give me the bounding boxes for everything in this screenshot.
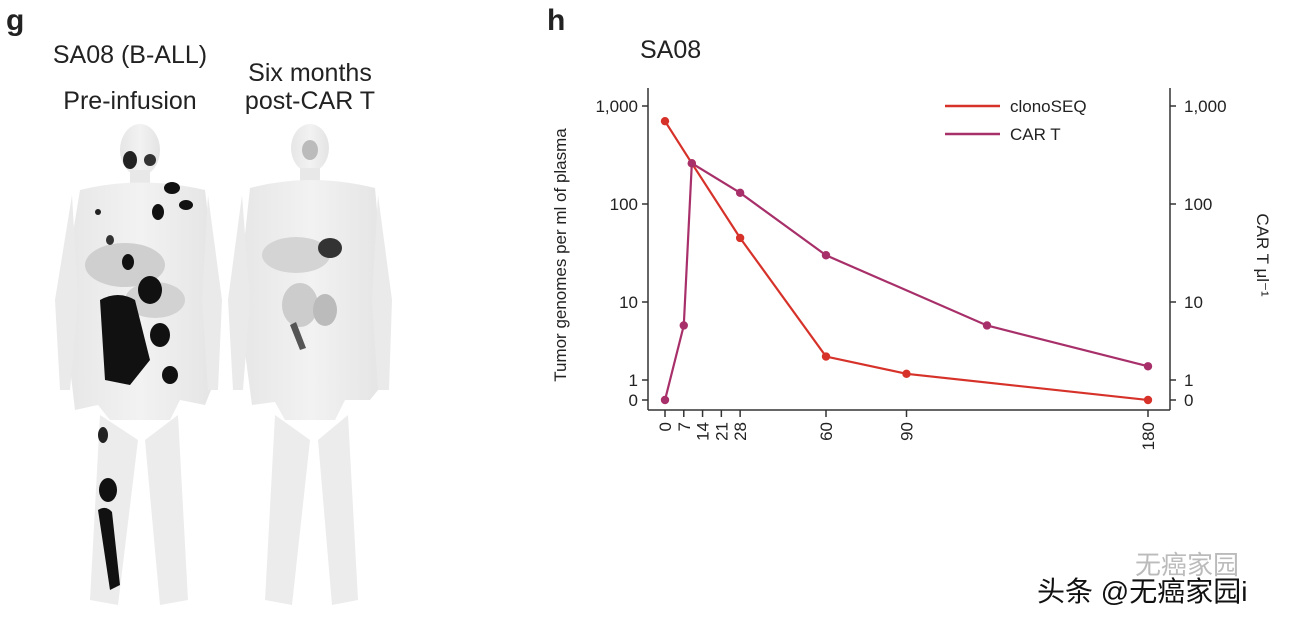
data-point-car-t <box>1143 362 1153 371</box>
data-point-clonoseq <box>660 116 670 126</box>
data-point-car-t <box>982 321 992 330</box>
data-point-car-t <box>660 395 670 405</box>
post-car-t-label-line2: post-CAR T <box>244 87 376 115</box>
x-tick-label: 180 <box>1139 422 1158 450</box>
y-axis-label-left: Tumor genomes per ml of plasma <box>551 128 570 382</box>
chart-title: SA08 <box>640 36 701 64</box>
y-tick-label-left: 0 <box>629 391 638 410</box>
y-tick-label-left: 1 <box>629 371 638 390</box>
data-point-car-t <box>687 159 697 168</box>
pet-scan-images <box>55 124 392 605</box>
y-tick-label-right: 100 <box>1184 195 1212 214</box>
y-tick-label-right: 0 <box>1184 391 1193 410</box>
panel-h-letter: h <box>547 4 566 37</box>
x-tick-label: 28 <box>731 422 750 441</box>
y-tick-label-right: 1,000 <box>1184 97 1227 116</box>
y-tick-label-left: 100 <box>610 195 638 214</box>
watermark-text: 头条 @无癌家园i <box>1037 576 1248 607</box>
data-point-car-t <box>821 251 831 260</box>
data-point-clonoseq <box>735 233 745 243</box>
y-axis-label-right: CAR T μl⁻¹ <box>1253 213 1272 297</box>
x-tick-label: 7 <box>675 422 694 431</box>
y-tick-label-right: 1 <box>1184 371 1193 390</box>
pre-infusion-label: Pre-infusion <box>63 87 197 115</box>
data-point-clonoseq <box>821 352 831 361</box>
x-tick-label: 21 <box>712 422 731 441</box>
panel-g-letter: g <box>6 4 25 37</box>
pre-infusion-body <box>55 124 222 605</box>
legend-label-0: clonoSEQ <box>1010 97 1087 116</box>
y-tick-label-left: 1,000 <box>595 97 638 116</box>
post-car-t-body <box>228 124 392 605</box>
watermark-faint: 无癌家园 <box>1135 550 1240 580</box>
series-line-clonoseq <box>664 120 1149 402</box>
x-tick-label: 14 <box>694 422 713 441</box>
panel-g-title: SA08 (B-ALL) <box>52 41 208 69</box>
x-tick-label: 60 <box>817 422 836 441</box>
x-tick-label: 90 <box>898 422 917 441</box>
data-point-car-t <box>735 188 745 198</box>
legend-label-1: CAR T <box>1010 125 1061 144</box>
y-tick-label-right: 10 <box>1184 293 1203 312</box>
series-line-car-t <box>663 161 1149 401</box>
y-tick-label-left: 10 <box>619 293 638 312</box>
data-point-clonoseq <box>902 369 911 379</box>
x-tick-label: 0 <box>656 422 675 431</box>
data-point-clonoseq <box>1143 395 1153 405</box>
post-car-t-label-line1: Six months <box>248 59 372 87</box>
data-point-car-t <box>679 321 688 330</box>
